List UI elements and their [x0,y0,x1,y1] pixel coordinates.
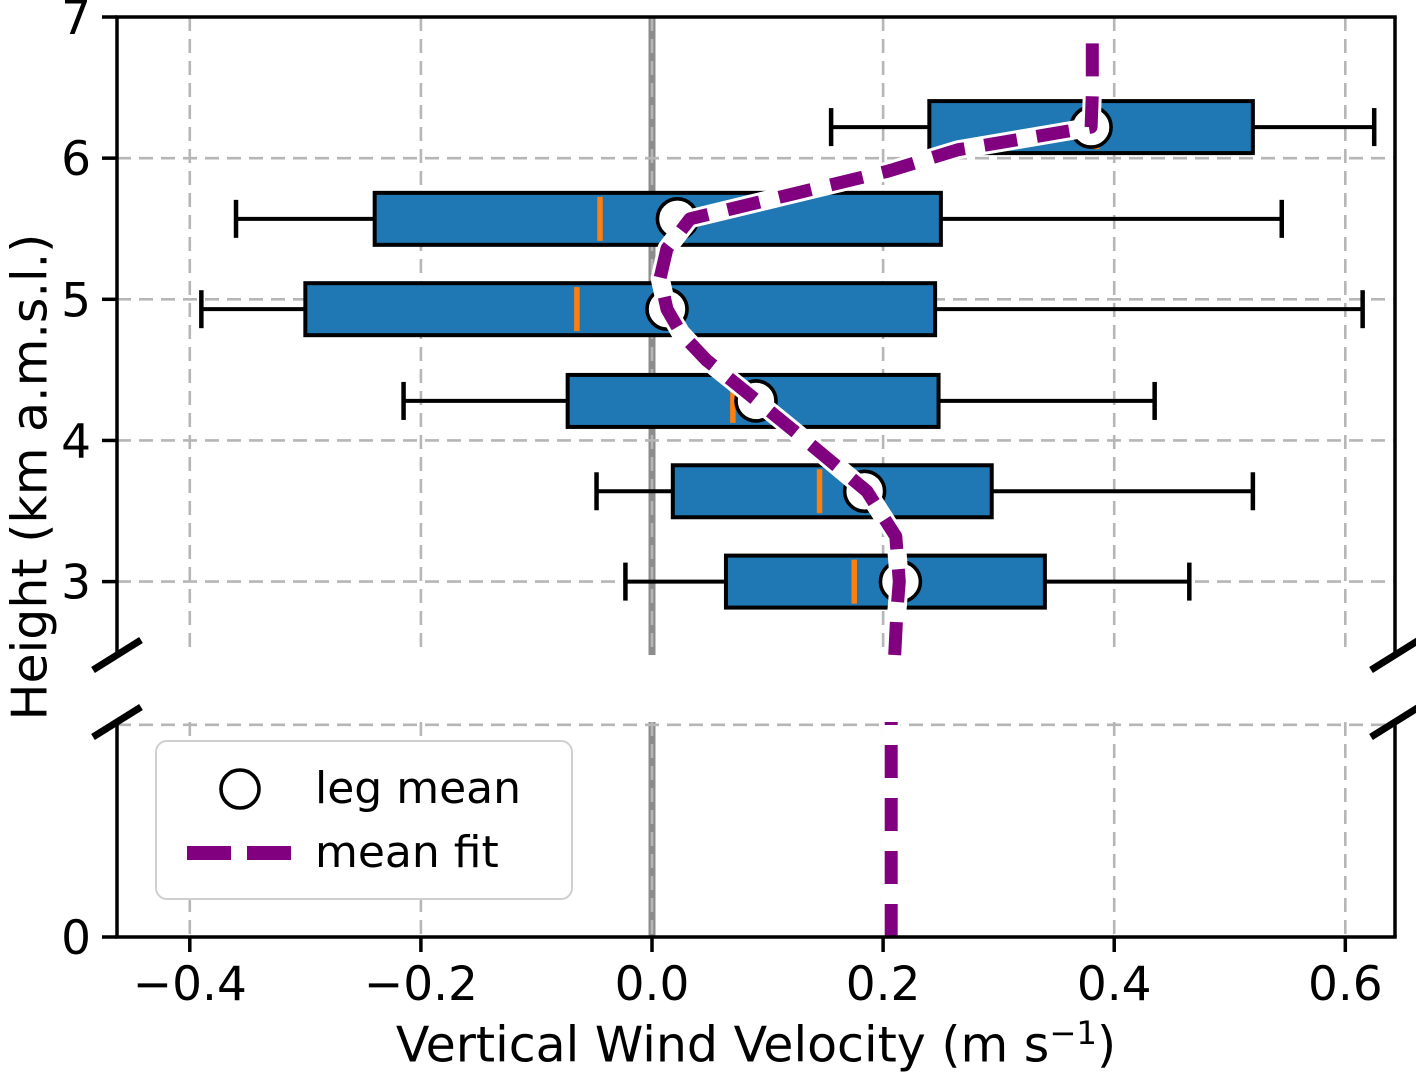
x-tick-label: −0.2 [364,957,478,1012]
legend-item-leg-mean: leg mean [165,765,563,813]
axis-break-mark [1369,704,1416,740]
axis-break-mark [1369,637,1416,673]
legend-label-mean-fit: mean fit [315,826,499,878]
boxplot-row [594,463,1256,520]
axis-break-mark [91,704,143,740]
axis-ticks: −0.4 −0.2 0.0 0.2 0.4 0.6 7 6 5 4 3 0 [61,0,1383,1012]
boxplot-row [199,281,1365,338]
x-tick-label: 0.4 [1077,957,1152,1012]
y-tick-label: 3 [61,556,91,611]
x-axis-label-text: Vertical Wind Velocity (m s [395,1016,1050,1074]
legend: leg mean mean fit [155,740,573,900]
x-tick-label: 0.0 [615,957,690,1012]
legend-item-mean-fit: mean fit [165,826,563,878]
y-tick-label: 0 [61,911,91,966]
boxplot-row [233,190,1285,247]
x-axis-label-close: ) [1097,1016,1117,1074]
x-tick-label: −0.4 [133,957,247,1012]
iqr-box [303,281,938,338]
legend-label-leg-mean: leg mean [315,763,521,815]
y-tick-label: 4 [61,414,91,469]
y-tick-label: 5 [61,273,91,328]
x-axis-label: Vertical Wind Velocity (m s−1) [117,1014,1395,1073]
axis-break-mark [91,637,143,673]
dashed-line-icon [165,843,315,863]
mean-fit-line [650,35,1102,937]
y-tick-label: 6 [61,132,91,187]
mean-fit-dashed [653,35,1099,656]
open-circle-icon [165,765,315,813]
x-axis-label-superscript: −1 [1049,1014,1097,1052]
y-tick-label: 7 [61,0,91,46]
y-axis-label: Height (km a.m.s.l.) [1,233,59,721]
x-tick-label: 0.6 [1308,957,1383,1012]
x-tick-label: 0.2 [846,957,921,1012]
axes-spines [91,15,1416,939]
boxplot-rows [199,99,1377,610]
